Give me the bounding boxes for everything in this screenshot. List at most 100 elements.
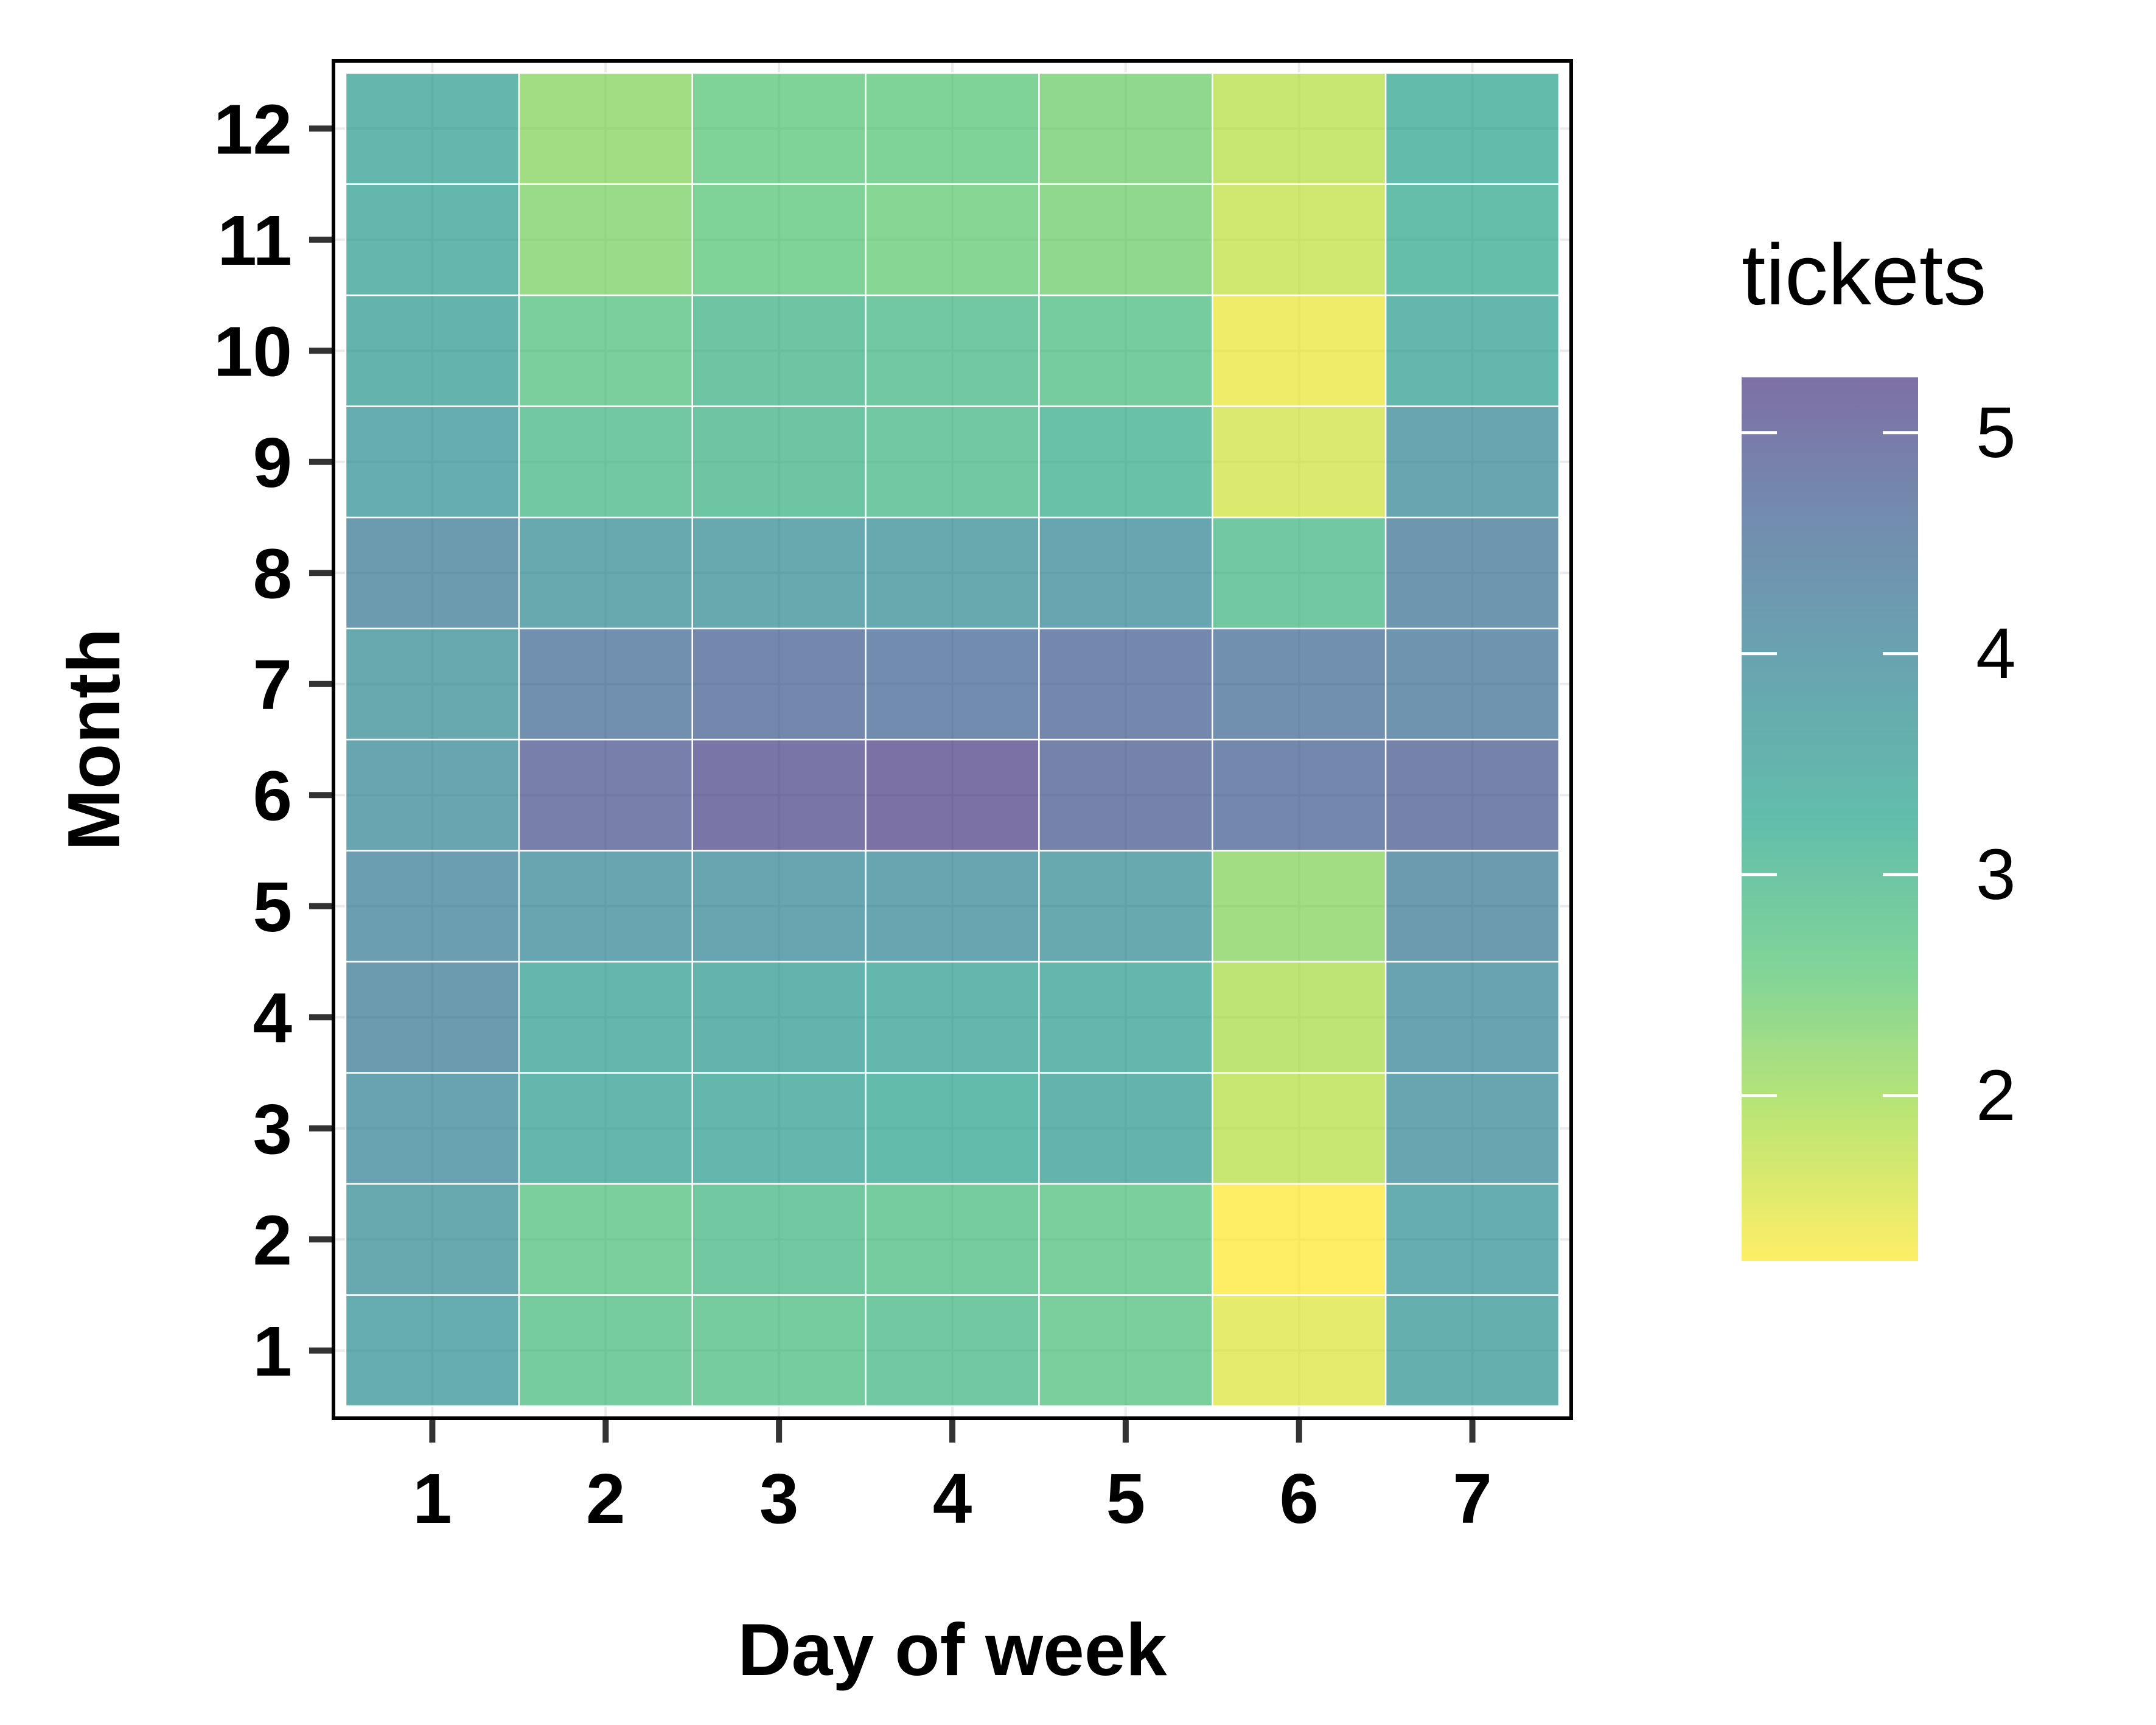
tile-month-2-day-2 [518, 1183, 693, 1296]
y-tick-label-6: 6 [253, 756, 292, 835]
tile-month-12-day-4 [865, 72, 1040, 185]
tile-month-9-day-5 [1038, 405, 1213, 519]
tile-month-3-day-4 [865, 1072, 1040, 1185]
tile-month-2-day-7 [1384, 1183, 1560, 1296]
tile-month-7-day-3 [691, 628, 867, 741]
tile-month-11-day-7 [1384, 183, 1560, 296]
x-tick-label-7: 7 [1453, 1459, 1492, 1538]
tile-month-4-day-1 [344, 960, 520, 1074]
y-tick-label-11: 11 [217, 201, 292, 280]
x-tick-label-3: 3 [759, 1459, 799, 1538]
tile-month-8-day-7 [1384, 516, 1560, 629]
tile-month-11-day-1 [344, 183, 520, 296]
tile-month-12-day-7 [1384, 72, 1560, 185]
tile-month-3-day-7 [1384, 1072, 1560, 1185]
tile-month-9-day-1 [344, 405, 520, 519]
legend-title: tickets [1742, 226, 1986, 323]
y-tick-label-5: 5 [253, 867, 292, 946]
color-legend: tickets 2 3 4 5 [1742, 226, 2016, 1261]
tile-month-10-day-4 [865, 294, 1040, 407]
tile-month-2-day-1 [344, 1183, 520, 1296]
legend-label-4: 4 [1976, 614, 2016, 694]
tile-month-3-day-2 [518, 1072, 693, 1185]
tile-month-9-day-6 [1212, 405, 1387, 519]
tile-month-6-day-7 [1384, 738, 1560, 852]
tile-month-11-day-3 [691, 183, 867, 296]
tile-month-3-day-1 [344, 1072, 520, 1185]
tile-month-5-day-1 [344, 850, 520, 963]
panel-border [332, 59, 1573, 1420]
tile-month-4-day-3 [691, 960, 867, 1074]
x-axis-ticks: 1 2 3 4 5 6 7 [413, 1420, 1492, 1538]
tile-month-7-day-7 [1384, 628, 1560, 741]
tile-month-9-day-7 [1384, 405, 1560, 519]
legend-colorbar [1742, 377, 1918, 1261]
tile-month-1-day-4 [865, 1294, 1040, 1407]
tile-month-8-day-3 [691, 516, 867, 629]
y-tick-label-12: 12 [214, 89, 292, 169]
tile-month-5-day-4 [865, 850, 1040, 963]
heatmap-tiles [344, 72, 1560, 1407]
tile-month-3-day-5 [1038, 1072, 1213, 1185]
tile-month-10-day-3 [691, 294, 867, 407]
tile-month-4-day-2 [518, 960, 693, 1074]
tile-month-11-day-6 [1212, 183, 1387, 296]
tile-month-8-day-4 [865, 516, 1040, 629]
tile-month-4-day-5 [1038, 960, 1213, 1074]
tile-month-4-day-7 [1384, 960, 1560, 1074]
tile-month-5-day-5 [1038, 850, 1213, 963]
x-tick-label-5: 5 [1106, 1459, 1146, 1538]
legend-label-3: 3 [1976, 835, 2016, 915]
tile-month-4-day-4 [865, 960, 1040, 1074]
tile-month-6-day-2 [518, 738, 693, 852]
tile-month-6-day-5 [1038, 738, 1213, 852]
tile-month-7-day-1 [344, 628, 520, 741]
tile-month-6-day-3 [691, 738, 867, 852]
tile-month-7-day-4 [865, 628, 1040, 741]
tile-month-4-day-6 [1212, 960, 1387, 1074]
legend-label-2: 2 [1976, 1055, 2016, 1136]
tile-month-9-day-4 [865, 405, 1040, 519]
y-tick-label-8: 8 [253, 534, 292, 613]
tile-month-7-day-6 [1212, 628, 1387, 741]
tile-month-2-day-4 [865, 1183, 1040, 1296]
tile-month-1-day-6 [1212, 1294, 1387, 1407]
y-tick-label-9: 9 [253, 423, 292, 502]
tile-month-2-day-6 [1212, 1183, 1387, 1296]
tile-month-8-day-5 [1038, 516, 1213, 629]
tile-month-5-day-3 [691, 850, 867, 963]
y-axis-title: Month [52, 628, 135, 851]
x-axis-title: Day of week [738, 1608, 1167, 1691]
y-tick-label-7: 7 [253, 645, 292, 724]
x-tick-label-2: 2 [586, 1459, 626, 1538]
y-tick-label-3: 3 [253, 1090, 292, 1169]
y-tick-label-4: 4 [253, 978, 292, 1057]
tile-month-2-day-3 [691, 1183, 867, 1296]
tile-month-12-day-5 [1038, 72, 1213, 185]
tile-month-12-day-3 [691, 72, 867, 185]
tile-month-3-day-3 [691, 1072, 867, 1185]
tile-month-7-day-2 [518, 628, 693, 741]
tile-month-12-day-6 [1212, 72, 1387, 185]
tile-month-10-day-5 [1038, 294, 1213, 407]
tile-month-1-day-1 [344, 1294, 520, 1407]
x-tick-label-1: 1 [413, 1459, 452, 1538]
tile-month-11-day-2 [518, 183, 693, 296]
tile-month-10-day-7 [1384, 294, 1560, 407]
legend-label-5: 5 [1976, 393, 2016, 473]
tile-month-11-day-4 [865, 183, 1040, 296]
y-tick-label-2: 2 [253, 1200, 292, 1279]
tile-month-1-day-2 [518, 1294, 693, 1407]
tile-month-1-day-5 [1038, 1294, 1213, 1407]
x-tick-label-6: 6 [1279, 1459, 1319, 1538]
tile-month-5-day-7 [1384, 850, 1560, 963]
tile-month-9-day-3 [691, 405, 867, 519]
y-tick-label-1: 1 [253, 1312, 292, 1391]
legend-ticks: 2 3 4 5 [1742, 393, 2016, 1136]
tile-month-11-day-5 [1038, 183, 1213, 296]
tile-month-5-day-6 [1212, 850, 1387, 963]
tile-month-9-day-2 [518, 405, 693, 519]
tile-month-8-day-6 [1212, 516, 1387, 629]
